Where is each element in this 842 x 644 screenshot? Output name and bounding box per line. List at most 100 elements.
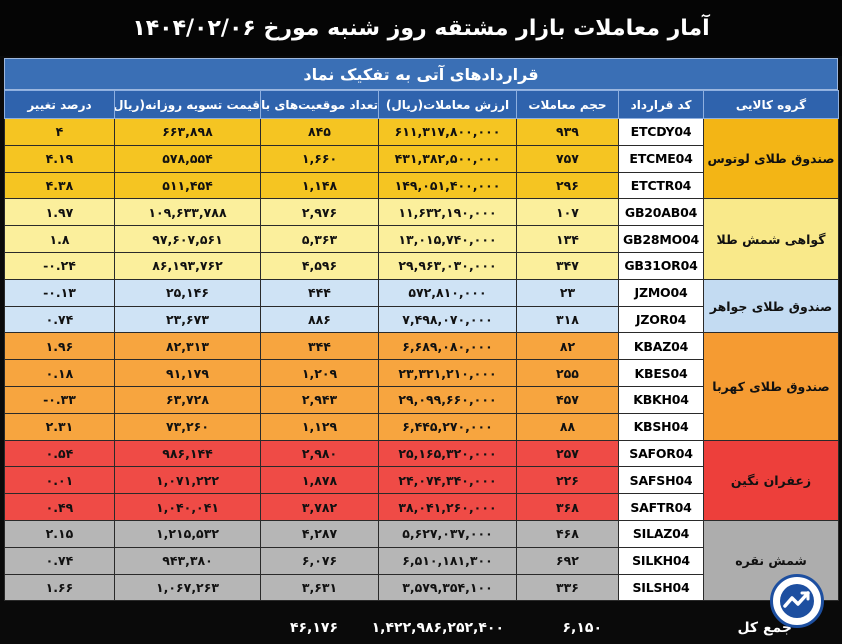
value-cell: ۶۱۱,۳۱۷,۸۰۰,۰۰۰ bbox=[378, 118, 517, 146]
settlement-cell: ۹۸۶,۱۴۴ bbox=[114, 439, 261, 468]
value-cell: ۱۱,۶۳۲,۱۹۰,۰۰۰ bbox=[378, 198, 517, 227]
totals-open-interest: ۴۶,۱۷۶ bbox=[289, 620, 338, 636]
totals-value: ۱,۴۲۲,۹۸۶,۲۵۲,۴۰۰ bbox=[371, 620, 504, 636]
code-cell: KBKH04 bbox=[618, 385, 704, 414]
open-interest-cell: ۱,۲۰۹ bbox=[260, 359, 379, 387]
change-cell: ۰.۴۹ bbox=[4, 493, 115, 521]
change-cell: ۴.۱۹ bbox=[4, 144, 115, 173]
totals-row: جمع کل ۶,۱۵۰ ۱,۴۲۲,۹۸۶,۲۵۲,۴۰۰ ۴۶,۱۷۶ bbox=[4, 614, 838, 644]
volume-cell: ۸۲ bbox=[516, 332, 619, 361]
table-row: KBKH04 ۴۵۷ ۲۹,۰۹۹,۶۶۰,۰۰۰ ۲,۹۴۳ ۶۳,۷۲۸ ۰… bbox=[4, 385, 839, 414]
change-cell: ۱.۶۶ bbox=[4, 573, 115, 602]
settlement-cell: ۹۴۳,۳۸۰ bbox=[114, 546, 261, 575]
change-cell: ۴ bbox=[4, 118, 115, 146]
group-cell: صندوق طلای لوتوس bbox=[703, 117, 839, 200]
open-interest-cell: ۸۸۶ bbox=[260, 305, 379, 334]
table-row: زعفران نگین SAFOR04 ۲۵۷ ۲۵,۱۶۵,۳۲۰,۰۰۰ ۲… bbox=[4, 439, 839, 521]
code-cell: GB20AB04 bbox=[618, 198, 704, 227]
volume-cell: ۱۰۷ bbox=[516, 198, 619, 227]
totals-volume: ۶,۱۵۰ bbox=[562, 620, 603, 636]
volume-cell: ۲۲۶ bbox=[516, 466, 619, 495]
value-cell: ۴۳۱,۳۸۲,۵۰۰,۰۰۰ bbox=[378, 144, 517, 173]
table-row: صندوق طلای لوتوس ETCDY04 ۹۳۹ ۶۱۱,۳۱۷,۸۰۰… bbox=[4, 117, 839, 200]
group-cell: گواهی شمش طلا bbox=[703, 198, 839, 280]
open-interest-cell: ۳,۷۸۲ bbox=[260, 493, 379, 521]
open-interest-cell: ۳۴۴ bbox=[260, 332, 379, 361]
open-interest-cell: ۱,۸۷۸ bbox=[260, 466, 379, 495]
volume-cell: ۲۵۵ bbox=[516, 359, 619, 387]
value-cell: ۱۴۹,۰۵۱,۴۰۰,۰۰۰ bbox=[378, 171, 517, 200]
change-cell: ۰.۷۴ bbox=[4, 546, 115, 575]
change-cell: ۰.۲۴- bbox=[4, 251, 115, 280]
settlement-cell: ۱,۰۴۰,۰۴۱ bbox=[114, 493, 261, 521]
open-interest-cell: ۴,۲۸۷ bbox=[260, 519, 379, 548]
open-interest-cell: ۲,۹۸۰ bbox=[260, 439, 379, 468]
volume-cell: ۸۸ bbox=[516, 412, 619, 441]
code-cell: ETCME04 bbox=[618, 144, 704, 173]
table-row: SAFSH04 ۲۲۶ ۲۴,۰۷۴,۳۴۰,۰۰۰ ۱,۸۷۸ ۱,۰۷۱,۲… bbox=[4, 466, 839, 495]
open-interest-cell: ۱,۶۶۰ bbox=[260, 144, 379, 173]
value-cell: ۶,۶۸۹,۰۸۰,۰۰۰ bbox=[378, 332, 517, 361]
volume-cell: ۲۵۷ bbox=[516, 439, 619, 468]
value-cell: ۲۹,۰۹۹,۶۶۰,۰۰۰ bbox=[378, 385, 517, 414]
value-cell: ۲۴,۰۷۴,۳۴۰,۰۰۰ bbox=[378, 466, 517, 495]
settlement-cell: ۲۵,۱۴۶ bbox=[114, 278, 261, 307]
col-header-volume: حجم معاملات bbox=[516, 90, 619, 119]
volume-cell: ۷۵۷ bbox=[516, 144, 619, 173]
value-cell: ۶,۵۱۰,۱۸۱,۳۰۰ bbox=[378, 546, 517, 575]
table-row: KBES04 ۲۵۵ ۲۳,۳۲۱,۲۱۰,۰۰۰ ۱,۲۰۹ ۹۱,۱۷۹ ۰… bbox=[4, 359, 839, 387]
volume-cell: ۳۴۷ bbox=[516, 251, 619, 280]
settlement-cell: ۱,۰۷۱,۲۲۲ bbox=[114, 466, 261, 495]
table-row: ETCTR04 ۲۹۶ ۱۴۹,۰۵۱,۴۰۰,۰۰۰ ۱,۱۴۸ ۵۱۱,۴۵… bbox=[4, 171, 839, 200]
change-cell: ۱.۹۶ bbox=[4, 332, 115, 361]
open-interest-cell: ۱,۱۴۸ bbox=[260, 171, 379, 200]
settlement-cell: ۹۱,۱۷۹ bbox=[114, 359, 261, 387]
settlement-cell: ۵۷۸,۵۵۴ bbox=[114, 144, 261, 173]
value-cell: ۳۸,۰۴۱,۲۶۰,۰۰۰ bbox=[378, 493, 517, 521]
open-interest-cell: ۱,۱۲۹ bbox=[260, 412, 379, 441]
open-interest-cell: ۳,۶۳۱ bbox=[260, 573, 379, 602]
settlement-cell: ۸۲,۳۱۳ bbox=[114, 332, 261, 361]
trend-chart-logo-icon bbox=[770, 574, 824, 628]
table-row: GB28MO04 ۱۳۴ ۱۳,۰۱۵,۷۴۰,۰۰۰ ۵,۳۶۳ ۹۷,۶۰۷… bbox=[4, 225, 839, 253]
group-cell: زعفران نگین bbox=[703, 439, 839, 521]
open-interest-cell: ۶,۰۷۶ bbox=[260, 546, 379, 575]
code-cell: ETCDY04 bbox=[618, 118, 704, 146]
table-row: SAFTR04 ۳۶۸ ۳۸,۰۴۱,۲۶۰,۰۰۰ ۳,۷۸۲ ۱,۰۴۰,۰… bbox=[4, 493, 839, 521]
volume-cell: ۶۹۲ bbox=[516, 546, 619, 575]
change-cell: ۲.۳۱ bbox=[4, 412, 115, 441]
volume-cell: ۹۳۹ bbox=[516, 118, 619, 146]
open-interest-cell: ۲,۹۴۳ bbox=[260, 385, 379, 414]
table-row: صندوق طلای کهربا KBAZ04 ۸۲ ۶,۶۸۹,۰۸۰,۰۰۰… bbox=[4, 332, 839, 441]
futures-table: گروه کالایی کد قرارداد حجم معاملات ارزش … bbox=[4, 90, 839, 602]
table-row: JZOR04 ۳۱۸ ۷,۴۹۸,۰۷۰,۰۰۰ ۸۸۶ ۲۳,۶۷۳ ۰.۷۴ bbox=[4, 305, 839, 334]
settlement-cell: ۷۳,۲۶۰ bbox=[114, 412, 261, 441]
page-title: آمار معاملات بازار مشتقه روز شنبه مورخ ۱… bbox=[0, 0, 842, 56]
settlement-cell: ۶۶۳,۸۹۸ bbox=[114, 118, 261, 146]
value-cell: ۳,۵۷۹,۳۵۴,۱۰۰ bbox=[378, 573, 517, 602]
volume-cell: ۴۶۸ bbox=[516, 519, 619, 548]
settlement-cell: ۸۶,۱۹۳,۷۶۲ bbox=[114, 251, 261, 280]
change-cell: ۰.۰۱ bbox=[4, 466, 115, 495]
value-cell: ۷,۴۹۸,۰۷۰,۰۰۰ bbox=[378, 305, 517, 334]
table-row: شمش نقره SILAZ04 ۴۶۸ ۵,۶۲۷,۰۳۷,۰۰۰ ۴,۲۸۷… bbox=[4, 519, 839, 602]
code-cell: JZOR04 bbox=[618, 305, 704, 334]
change-cell: ۱.۸ bbox=[4, 225, 115, 253]
code-cell: ETCTR04 bbox=[618, 171, 704, 200]
settlement-cell: ۱۰۹,۶۳۳,۷۸۸ bbox=[114, 198, 261, 227]
open-interest-cell: ۸۴۵ bbox=[260, 118, 379, 146]
code-cell: KBES04 bbox=[618, 359, 704, 387]
code-cell: SAFOR04 bbox=[618, 439, 704, 468]
open-interest-cell: ۲,۹۷۶ bbox=[260, 198, 379, 227]
table-row: SILSH04 ۳۳۶ ۳,۵۷۹,۳۵۴,۱۰۰ ۳,۶۳۱ ۱,۰۶۷,۲۶… bbox=[4, 573, 839, 602]
settlement-cell: ۱,۰۶۷,۲۶۳ bbox=[114, 573, 261, 602]
volume-cell: ۳۶۸ bbox=[516, 493, 619, 521]
code-cell: JZMO04 bbox=[618, 278, 704, 307]
table-row: ETCME04 ۷۵۷ ۴۳۱,۳۸۲,۵۰۰,۰۰۰ ۱,۶۶۰ ۵۷۸,۵۵… bbox=[4, 144, 839, 173]
change-cell: ۰.۵۴ bbox=[4, 439, 115, 468]
change-cell: ۲.۱۵ bbox=[4, 519, 115, 548]
group-cell: صندوق طلای جواهر bbox=[703, 278, 839, 334]
value-cell: ۵,۶۲۷,۰۳۷,۰۰۰ bbox=[378, 519, 517, 548]
code-cell: SILSH04 bbox=[618, 573, 704, 602]
settlement-cell: ۹۷,۶۰۷,۵۶۱ bbox=[114, 225, 261, 253]
